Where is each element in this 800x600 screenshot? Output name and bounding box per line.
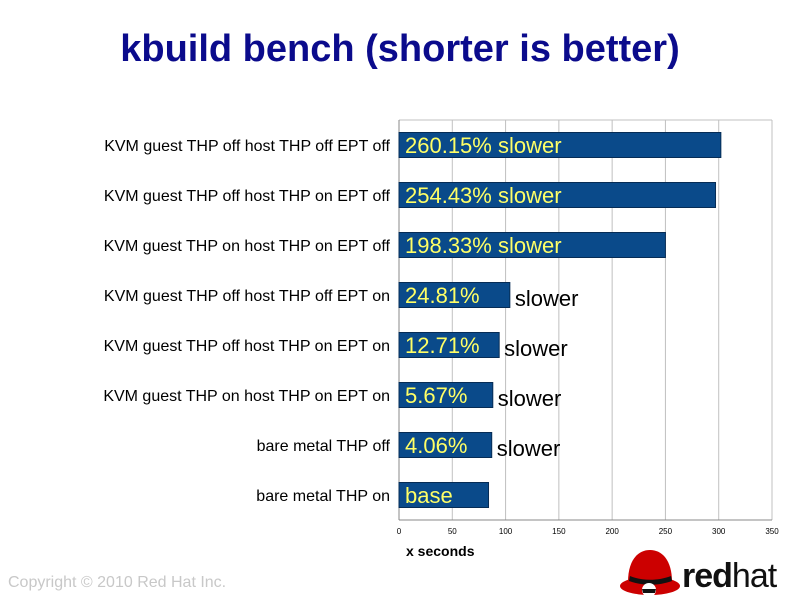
x-tick-label: 150 <box>552 527 566 536</box>
bar <box>398 132 722 158</box>
bar-label: 12.71% <box>405 333 480 358</box>
bar <box>398 382 494 408</box>
x-tick-label: 200 <box>605 527 619 536</box>
shadowman-hat-icon <box>620 550 680 597</box>
bar-label: base <box>405 483 453 508</box>
bar <box>398 432 493 458</box>
bar-suffix-label: slower <box>504 336 568 361</box>
category-label: bare metal THP off <box>257 438 391 455</box>
category-label: KVM guest THP off host THP on EPT off <box>104 188 391 205</box>
bar <box>398 282 511 308</box>
category-label: KVM guest THP on host THP on EPT on <box>103 388 390 405</box>
slide-title: kbuild bench (shorter is better) <box>120 28 680 70</box>
x-tick-label: 300 <box>712 527 726 536</box>
bar-label: 198.33% slower <box>405 233 562 258</box>
bar <box>398 332 500 358</box>
x-tick-label: 250 <box>659 527 673 536</box>
bar-label: 254.43% slower <box>405 183 562 208</box>
bar <box>398 182 717 208</box>
bar-suffix-label: slower <box>498 386 562 411</box>
category-label: KVM guest THP off host THP off EPT off <box>104 138 390 155</box>
redhat-wordmark: redhat <box>682 557 777 596</box>
x-tick-label: 0 <box>397 527 402 536</box>
category-label: KVM guest THP off host THP off EPT on <box>104 288 390 305</box>
x-tick-label: 100 <box>499 527 513 536</box>
wordmark-red: red <box>682 557 733 595</box>
copyright-text: Copyright © 2010 Red Hat Inc. <box>8 574 227 591</box>
bar-suffix-label: slower <box>497 436 561 461</box>
x-axis-label: x seconds <box>406 543 475 559</box>
x-tick-label: 350 <box>765 527 779 536</box>
category-label: KVM guest THP on host THP on EPT off <box>104 238 391 255</box>
wordmark-hat: hat <box>731 557 777 595</box>
category-label: KVM guest THP off host THP on EPT on <box>104 338 390 355</box>
bar-label: 260.15% slower <box>405 133 562 158</box>
bar <box>398 232 666 258</box>
bar <box>398 482 490 508</box>
bar-label: 24.81% <box>405 283 480 308</box>
x-tick-label: 50 <box>448 527 457 536</box>
bar-label: 4.06% <box>405 433 467 458</box>
bar-suffix-label: slower <box>515 286 579 311</box>
bar-label: 5.67% <box>405 383 467 408</box>
category-label: bare metal THP on <box>256 488 390 505</box>
